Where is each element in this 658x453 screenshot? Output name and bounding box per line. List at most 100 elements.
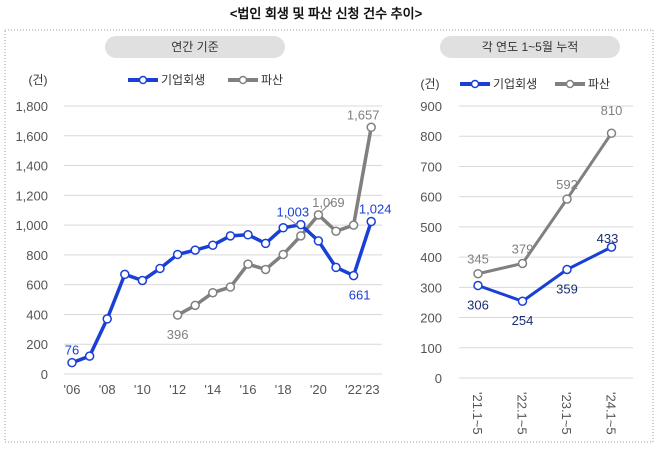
legend-label: 기업회생 [161, 73, 205, 87]
data-point [190, 300, 200, 311]
y-tick-label: 1,000 [15, 218, 48, 233]
legend-label: 파산 [588, 77, 610, 91]
x-tick-label: '24.1~5 [604, 392, 619, 435]
data-point [225, 231, 236, 241]
x-tick-label: '08 [99, 382, 116, 397]
data-point [172, 310, 183, 320]
y-tick-label: 1,200 [15, 188, 48, 203]
y-tick-label: 1,400 [15, 159, 48, 174]
data-point [366, 216, 376, 227]
frame-border [4, 29, 654, 443]
chart-header: 각 연도 1~5월 누적 [482, 40, 579, 54]
legend-label: 파산 [261, 73, 283, 87]
x-tick-label: '23 [363, 382, 380, 397]
data-point [225, 282, 236, 292]
legend-swatch-marker [565, 79, 575, 89]
y-tick-label: 700 [420, 159, 442, 174]
data-label: 1,024 [359, 202, 392, 217]
data-point [278, 249, 288, 260]
data-point [278, 223, 288, 233]
jan-may-chart: 각 연도 1~5월 누적 (건) 기업회생 파산 0 100 200 300 400 500 600… [420, 36, 633, 435]
legend-swatch-marker [238, 75, 248, 85]
x-tick-label: '23.1~5 [559, 392, 574, 435]
data-point [473, 268, 483, 279]
leader-line [286, 216, 300, 228]
data-point [473, 280, 483, 291]
legend-label: 기업회생 [493, 77, 537, 91]
y-unit-label: (건) [420, 77, 439, 91]
data-point [102, 314, 112, 324]
data-label: 345 [467, 252, 489, 267]
x-tick-label: '21.1~5 [470, 392, 485, 435]
y-tick-label: 500 [420, 220, 442, 235]
y-tick-label: 800 [26, 248, 48, 263]
data-point [296, 219, 306, 230]
data-point [606, 242, 617, 252]
chart-header: 연간 기준 [171, 40, 219, 54]
data-point [517, 258, 528, 269]
data-point [243, 230, 253, 240]
y-tick-label: 300 [420, 280, 442, 295]
y-tick-label: 1,800 [15, 99, 48, 114]
series-line-rehabilitation [71, 220, 373, 365]
x-tick-label: '10 [134, 382, 151, 397]
x-tick-label: '16 [240, 382, 257, 397]
data-point [208, 240, 218, 250]
data-point [562, 264, 572, 275]
y-tick-label: 800 [420, 129, 442, 144]
header-pill [440, 36, 620, 58]
leader-line [320, 200, 333, 214]
data-point [208, 287, 218, 298]
data-label: 1,069 [312, 195, 345, 210]
data-label: 1,003 [277, 205, 310, 220]
y-tick-label: 900 [420, 99, 442, 114]
data-point [260, 238, 271, 249]
annual-chart: 연간 기준 (건) 기업회생 파산 0 200 400 600 800 1,000 1,200 1,4… [15, 36, 391, 397]
y-tick-label: 600 [26, 278, 48, 293]
data-point [260, 264, 271, 275]
data-point [120, 269, 130, 280]
data-label: 306 [467, 298, 489, 313]
data-label: 810 [601, 103, 623, 118]
data-point [331, 262, 341, 273]
data-label: 359 [556, 282, 578, 297]
y-tick-label: 400 [420, 250, 442, 265]
header-pill [105, 36, 285, 58]
series-line-bankruptcy [477, 132, 613, 276]
data-label: 661 [349, 288, 371, 303]
data-point [606, 128, 617, 138]
y-tick-label: 0 [41, 367, 48, 382]
y-unit-label: (건) [28, 73, 47, 87]
y-tick-label: 100 [420, 341, 442, 356]
data-label: 396 [167, 327, 189, 342]
x-tick-label: '12 [169, 382, 186, 397]
y-tick-label: 400 [26, 307, 48, 322]
data-label: 254 [512, 313, 534, 328]
data-point [562, 194, 572, 204]
x-tick-label: '18 [275, 382, 292, 397]
data-point [366, 122, 376, 133]
x-tick-label: '20 [310, 382, 327, 397]
data-point [243, 259, 253, 269]
y-tick-label: 1,600 [15, 129, 48, 144]
data-label: 76 [65, 343, 79, 358]
data-label: 592 [556, 177, 578, 192]
data-point [348, 220, 359, 230]
data-label: 433 [597, 231, 619, 246]
data-point [313, 236, 324, 246]
data-point [172, 249, 183, 260]
data-point [137, 275, 148, 286]
data-point [296, 231, 306, 241]
series-line-bankruptcy [176, 126, 373, 317]
x-tick-label: '22 [345, 382, 362, 397]
y-tick-label: 200 [420, 311, 442, 326]
x-tick-label: '06 [64, 382, 81, 397]
data-point [331, 226, 341, 236]
x-tick-label: '14 [204, 382, 221, 397]
data-point [155, 263, 165, 274]
series-line-rehabilitation [477, 245, 613, 303]
data-label: 379 [512, 241, 534, 256]
data-point [348, 270, 359, 281]
data-point [67, 357, 77, 368]
data-point [517, 296, 528, 306]
